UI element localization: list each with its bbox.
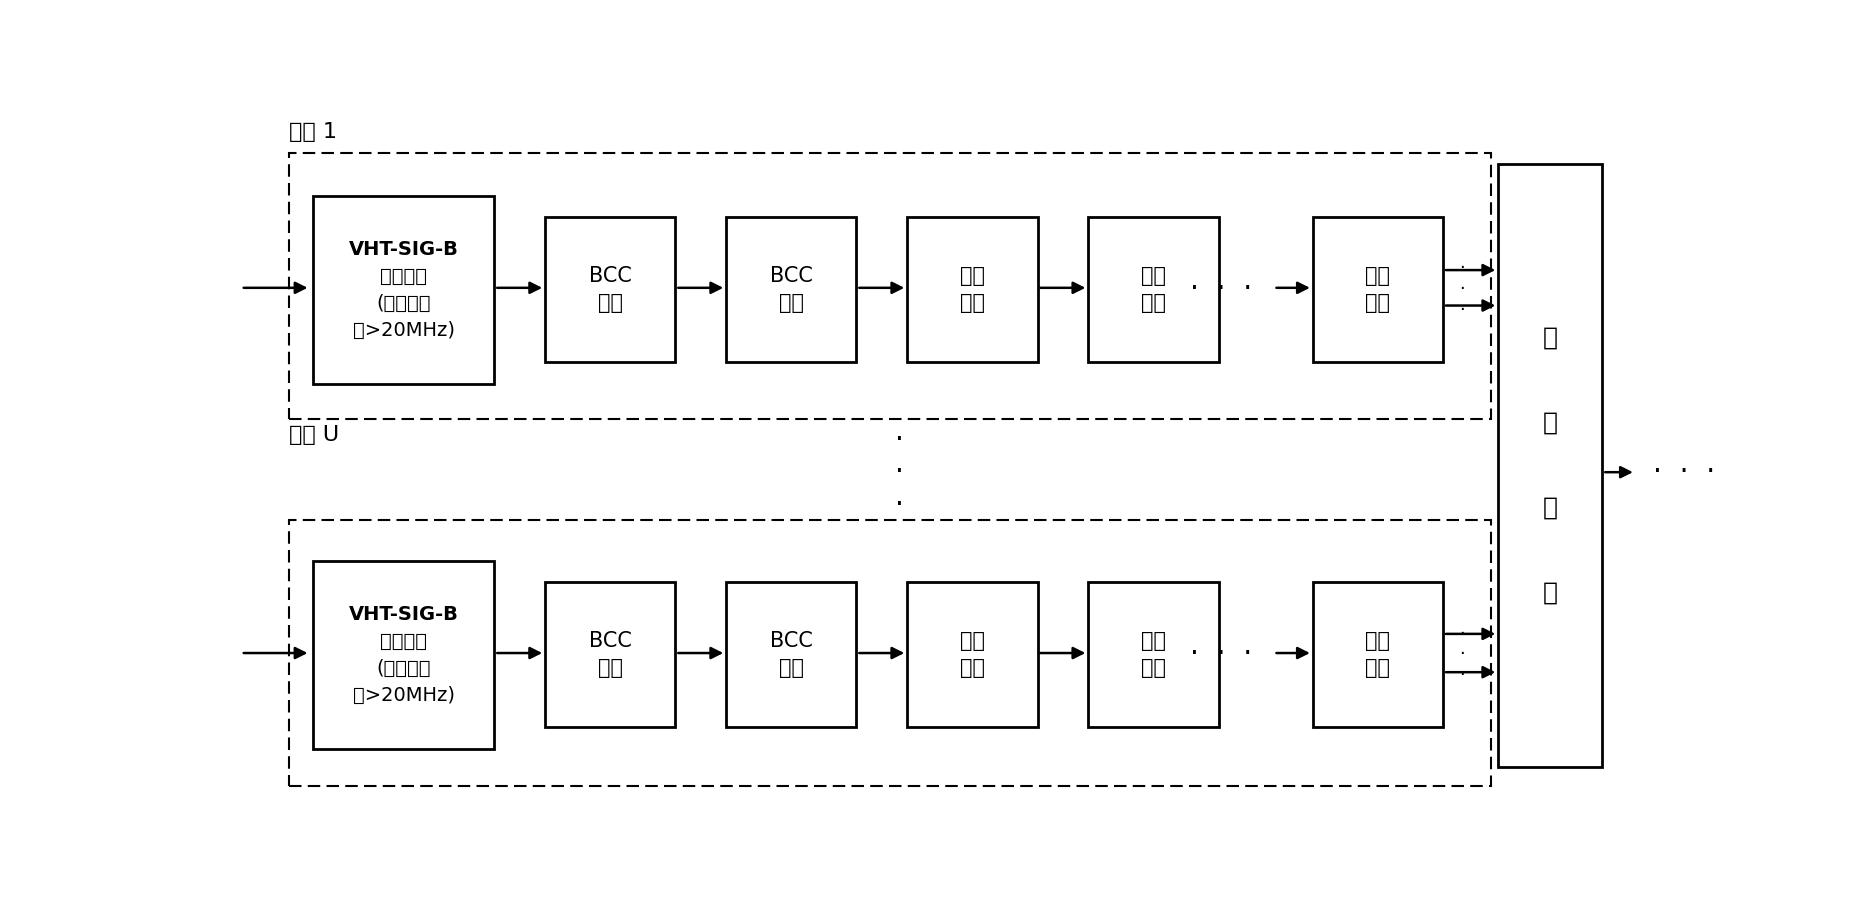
Bar	[288, 153, 1491, 419]
Text: 扩展: 扩展	[1140, 293, 1166, 313]
Text: 星座: 星座	[961, 266, 985, 286]
Text: ·
·
·: · · ·	[1460, 624, 1465, 684]
Bar	[1088, 582, 1219, 728]
Text: 插入: 插入	[1366, 266, 1391, 286]
Text: 比特扩展: 比特扩展	[379, 632, 428, 651]
Text: BCC: BCC	[770, 631, 813, 651]
Text: 空间: 空间	[1140, 266, 1166, 286]
Text: 编码: 编码	[598, 293, 622, 313]
Text: 扩展: 扩展	[1140, 659, 1166, 678]
Text: 映射: 映射	[961, 293, 985, 313]
Text: (若信道带: (若信道带	[376, 294, 432, 312]
Bar	[546, 216, 675, 362]
Text: 比特扩展: 比特扩展	[379, 266, 428, 286]
Text: 交织: 交织	[779, 659, 804, 678]
Text: 导频: 导频	[1366, 659, 1391, 678]
Bar	[1499, 164, 1602, 766]
Text: (若信道带: (若信道带	[376, 659, 432, 678]
Bar	[906, 216, 1037, 362]
Text: 交织: 交织	[779, 293, 804, 313]
Bar	[1312, 582, 1443, 728]
Text: 用户 1: 用户 1	[288, 122, 336, 143]
Bar	[725, 582, 856, 728]
Text: BCC: BCC	[589, 266, 632, 286]
Text: 用户 U: 用户 U	[288, 426, 338, 445]
Text: BCC: BCC	[770, 266, 813, 286]
Bar	[288, 519, 1491, 786]
Text: ·  ·  ·: · · ·	[1191, 275, 1252, 303]
Text: ·
·
·: · · ·	[895, 426, 905, 519]
Bar	[314, 195, 493, 383]
Bar	[725, 216, 856, 362]
Text: 权: 权	[1542, 581, 1557, 605]
Text: 间: 间	[1542, 411, 1557, 435]
Bar	[546, 582, 675, 728]
Text: 插入: 插入	[1366, 631, 1391, 651]
Text: ·  ·  ·: · · ·	[1191, 640, 1252, 669]
Text: 宽>20MHz): 宽>20MHz)	[353, 686, 454, 705]
Text: 空间: 空间	[1140, 631, 1166, 651]
Text: BCC: BCC	[589, 631, 632, 651]
Bar	[1088, 216, 1219, 362]
Bar	[1312, 216, 1443, 362]
Text: 空: 空	[1542, 325, 1557, 349]
Text: 编码: 编码	[598, 659, 622, 678]
Text: VHT-SIG-B: VHT-SIG-B	[350, 239, 458, 259]
Text: 星座: 星座	[961, 631, 985, 651]
Bar	[906, 582, 1037, 728]
Text: 宽>20MHz): 宽>20MHz)	[353, 321, 454, 340]
Text: 加: 加	[1542, 495, 1557, 519]
Text: VHT-SIG-B: VHT-SIG-B	[350, 605, 458, 624]
Text: 导频: 导频	[1366, 293, 1391, 313]
Text: ·  ·  ·: · · ·	[1654, 458, 1716, 486]
Text: 映射: 映射	[961, 659, 985, 678]
Text: ·
·
·: · · ·	[1460, 260, 1465, 319]
Bar	[314, 561, 493, 749]
